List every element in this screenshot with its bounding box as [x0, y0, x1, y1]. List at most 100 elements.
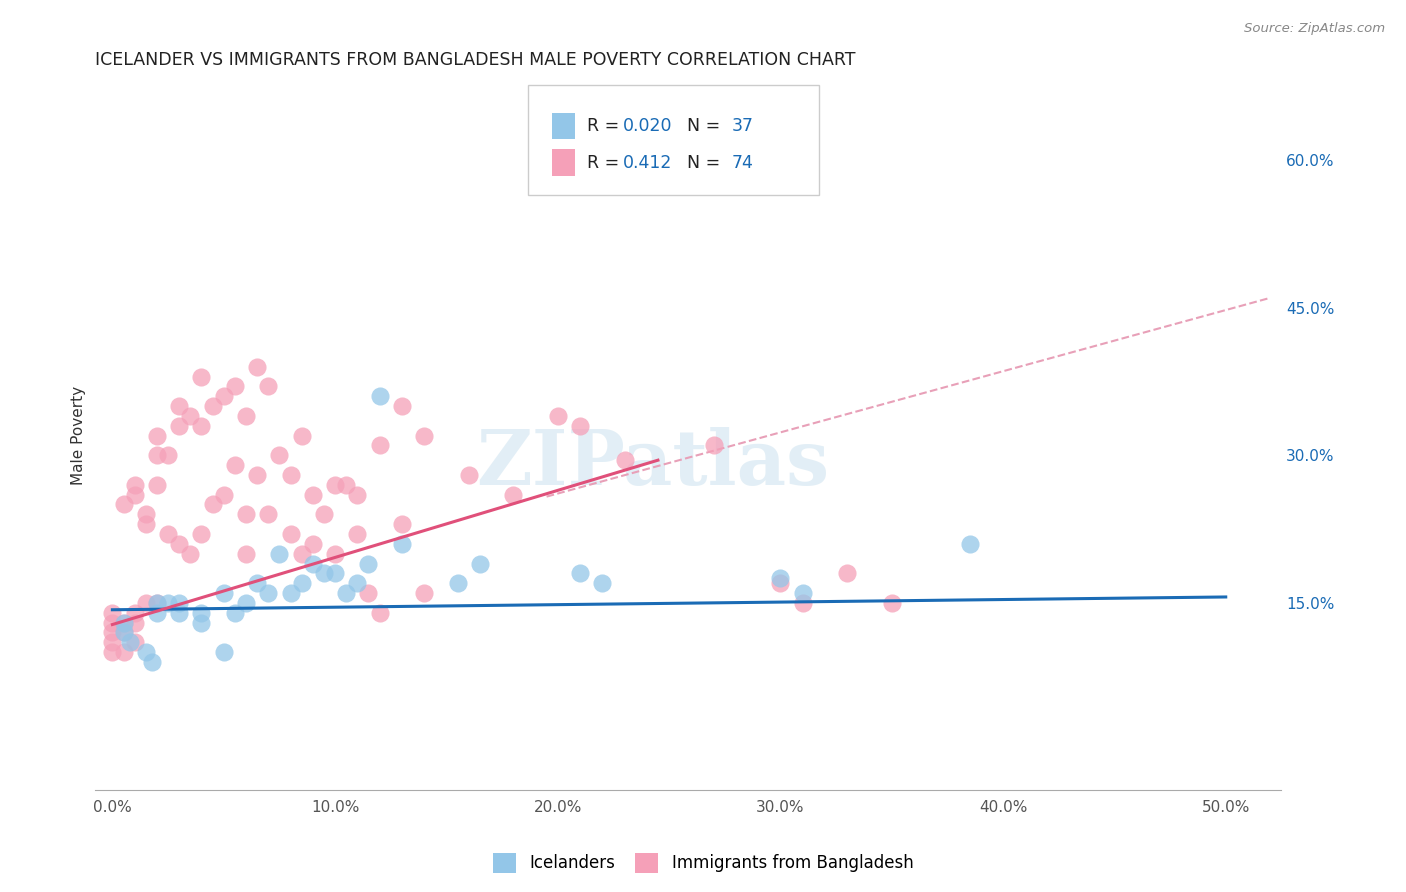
Point	[124, 615, 146, 630]
Point	[703, 133, 725, 147]
Point	[246, 576, 269, 591]
Point	[112, 498, 135, 512]
Point	[335, 586, 357, 600]
Text: ICELANDER VS IMMIGRANTS FROM BANGLADESH MALE POVERTY CORRELATION CHART: ICELANDER VS IMMIGRANTS FROM BANGLADESH …	[94, 51, 855, 69]
Point	[112, 615, 135, 630]
Point	[368, 606, 391, 620]
Point	[769, 576, 792, 591]
Point	[235, 596, 257, 610]
Point	[167, 418, 190, 433]
Point	[792, 586, 814, 600]
Point	[301, 537, 323, 551]
Point	[224, 379, 246, 393]
Point	[246, 467, 269, 482]
Point	[323, 477, 346, 491]
Point	[112, 615, 135, 630]
Point	[391, 399, 413, 413]
Point	[112, 625, 135, 640]
Point	[212, 389, 235, 403]
FancyBboxPatch shape	[551, 149, 575, 177]
Point	[190, 418, 212, 433]
Point	[101, 635, 124, 649]
Point	[613, 453, 636, 467]
Point	[101, 645, 124, 659]
Point	[547, 409, 569, 423]
Point	[135, 517, 157, 532]
Point	[112, 645, 135, 659]
Point	[167, 399, 190, 413]
Point	[201, 498, 224, 512]
Point	[269, 448, 291, 462]
Point	[190, 369, 212, 384]
Point	[280, 467, 302, 482]
Point	[190, 615, 212, 630]
Point	[569, 566, 592, 581]
Point	[124, 477, 146, 491]
Point	[212, 488, 235, 502]
Point	[101, 606, 124, 620]
Text: R =: R =	[588, 117, 624, 135]
Text: 0.020: 0.020	[623, 117, 672, 135]
Point	[257, 586, 280, 600]
Point	[124, 635, 146, 649]
Point	[837, 566, 859, 581]
FancyBboxPatch shape	[551, 112, 575, 139]
Point	[312, 508, 335, 522]
Point	[246, 359, 269, 374]
Point	[703, 438, 725, 452]
Point	[167, 606, 190, 620]
Point	[257, 508, 280, 522]
Point	[291, 428, 314, 442]
Point	[569, 418, 592, 433]
Text: 37: 37	[733, 117, 754, 135]
Point	[357, 557, 380, 571]
Point	[112, 625, 135, 640]
Point	[146, 448, 169, 462]
Point	[591, 576, 613, 591]
Point	[368, 438, 391, 452]
Point	[141, 655, 163, 669]
Point	[135, 596, 157, 610]
Point	[190, 606, 212, 620]
Point	[291, 547, 314, 561]
Point	[335, 477, 357, 491]
Point	[769, 571, 792, 585]
Point	[212, 586, 235, 600]
Point	[212, 645, 235, 659]
Point	[146, 477, 169, 491]
Point	[167, 596, 190, 610]
Point	[146, 596, 169, 610]
Point	[391, 537, 413, 551]
Point	[468, 557, 491, 571]
Point	[157, 527, 180, 541]
Legend: Icelanders, Immigrants from Bangladesh: Icelanders, Immigrants from Bangladesh	[486, 847, 920, 880]
Text: N =: N =	[676, 153, 725, 172]
Point	[179, 409, 201, 423]
Point	[880, 596, 903, 610]
Point	[357, 586, 380, 600]
Point	[413, 586, 436, 600]
Point	[346, 576, 368, 591]
Point	[792, 596, 814, 610]
Point	[157, 448, 180, 462]
Point	[135, 508, 157, 522]
Point	[391, 517, 413, 532]
Text: 74: 74	[733, 153, 754, 172]
Point	[368, 389, 391, 403]
Point	[959, 537, 981, 551]
Point	[235, 508, 257, 522]
Point	[146, 596, 169, 610]
Point	[280, 527, 302, 541]
Point	[346, 527, 368, 541]
Point	[167, 537, 190, 551]
Point	[224, 606, 246, 620]
Point	[323, 547, 346, 561]
Point	[413, 428, 436, 442]
Text: R =: R =	[588, 153, 630, 172]
Point	[224, 458, 246, 472]
Text: 0.412: 0.412	[623, 153, 672, 172]
Point	[280, 586, 302, 600]
Point	[323, 566, 346, 581]
Point	[190, 527, 212, 541]
Point	[291, 576, 314, 591]
